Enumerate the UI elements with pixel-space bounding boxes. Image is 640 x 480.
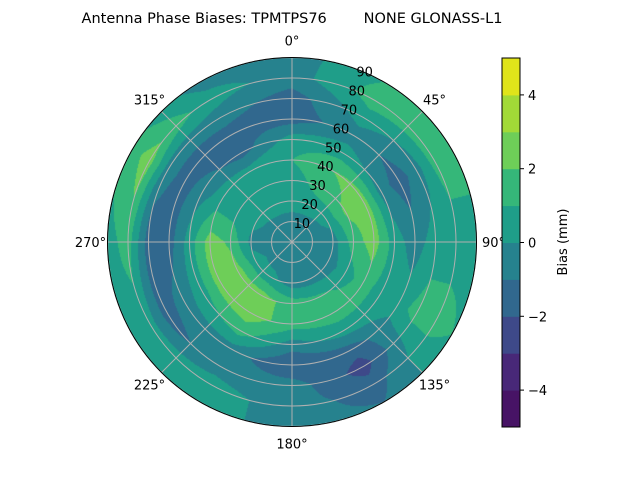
colorbar-band	[502, 242, 520, 280]
radial-tick-label: 30	[309, 179, 326, 194]
colorbar-band	[502, 205, 520, 243]
angular-tick-label: 270°	[75, 236, 106, 251]
polar-grid	[107, 57, 477, 427]
radial-tick-label: 90	[356, 66, 373, 81]
radial-tick-label: 10	[294, 217, 311, 232]
radial-tick-label: 20	[301, 198, 318, 213]
colorbar-band	[502, 58, 520, 96]
angular-tick-label: 45°	[423, 94, 446, 109]
angular-tick-label: 90°	[482, 236, 505, 251]
angular-tick-label: 225°	[134, 378, 165, 393]
colorbar-tick-label: 0	[528, 237, 536, 252]
angular-gridline	[161, 241, 293, 373]
radial-tick-label: 70	[341, 103, 358, 118]
radial-tick-label: 40	[317, 160, 334, 175]
colorbar-band	[502, 353, 520, 391]
colorbar-tick-label: 2	[528, 163, 536, 178]
angular-tick-label: 180°	[276, 438, 307, 453]
angular-gridline	[291, 241, 423, 373]
colorbar-tick-label: 4	[528, 89, 536, 104]
radial-tick-label: 60	[333, 122, 350, 137]
angular-tick-label: 315°	[134, 94, 165, 109]
colorbar-band	[502, 131, 520, 170]
colorbar-band	[502, 94, 520, 133]
chart-title: Antenna Phase Biases: TPMTPS76 NONE GLON…	[82, 11, 503, 27]
angular-tick-labels: 0° 45° 90° 135° 180° 225° 270° 315°	[75, 35, 505, 453]
angular-gridline	[161, 111, 293, 243]
colorbar-label: Bias (mm)	[556, 209, 571, 276]
angular-tick-label: 0°	[285, 35, 300, 50]
radial-tick-label: 80	[348, 84, 365, 99]
colorbar-tick-label: −4	[528, 384, 547, 399]
polar-frame	[107, 57, 477, 427]
colorbar-band	[502, 279, 520, 317]
colorbar-tick-label: −2	[528, 310, 547, 325]
colorbar-band	[502, 390, 520, 428]
colorbar-band	[502, 316, 520, 354]
colorbar: −4 −2 0 2 4	[501, 57, 547, 428]
radial-tick-labels: 10 20 30 40 50 60 70 80 90	[294, 66, 373, 233]
radial-tick-label: 50	[325, 141, 342, 156]
angular-gridline	[291, 111, 423, 243]
angular-tick-label: 135°	[419, 378, 450, 393]
colorbar-band	[502, 168, 520, 207]
